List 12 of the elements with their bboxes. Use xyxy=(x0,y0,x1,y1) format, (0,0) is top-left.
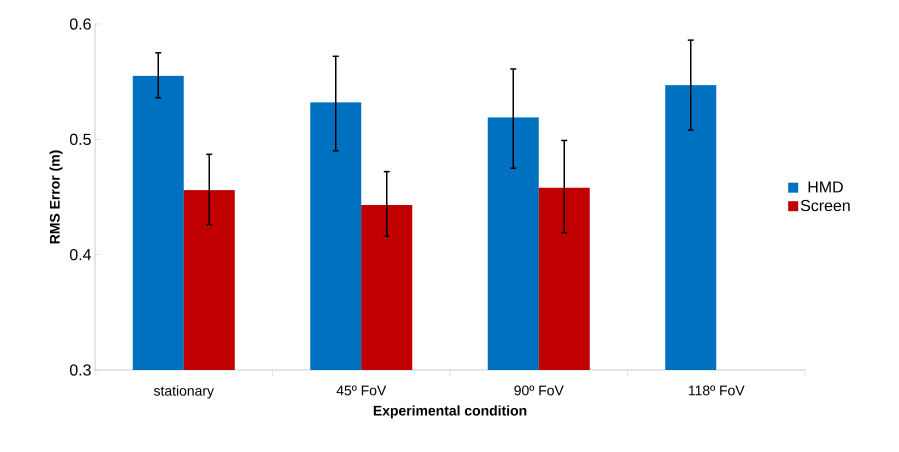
y-tick-label: 0.3 xyxy=(70,364,91,376)
x-tick-label: stationary xyxy=(154,386,214,399)
y-tick-label: 0.5 xyxy=(70,134,91,145)
x-tick-label: 90º FoV xyxy=(514,386,564,396)
x-tick-label: 118º FoV xyxy=(688,386,745,396)
y-tick-label: 0.6 xyxy=(70,18,91,30)
legend-label: HMD xyxy=(808,181,843,192)
y-axis-title: RMS Error (m) xyxy=(49,150,62,244)
y-tick-label: 0.4 xyxy=(70,249,92,260)
x-tick-label: 45º FoV xyxy=(336,386,386,396)
legend-label: Screen xyxy=(800,200,850,212)
x-axis-title: Experimental condition xyxy=(374,405,526,418)
